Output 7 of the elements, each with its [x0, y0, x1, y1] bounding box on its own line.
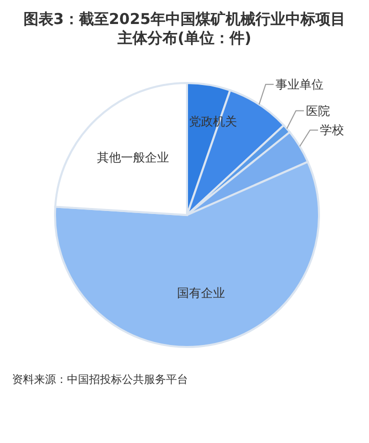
slice-label: 国有企业 — [176, 286, 225, 300]
slice-label: 医院 — [306, 104, 330, 118]
slice-label: 其他一般企业 — [96, 150, 169, 164]
text: 资料来源：中国招投标公共服务平台 — [11, 372, 189, 387]
slice-label: 学校 — [320, 123, 344, 138]
chart-title: 图表3：截至2025年中国煤矿机械行业中标项目主体分布(单位：件) — [22, 9, 347, 49]
slice-label: 事业单位 — [276, 77, 324, 92]
